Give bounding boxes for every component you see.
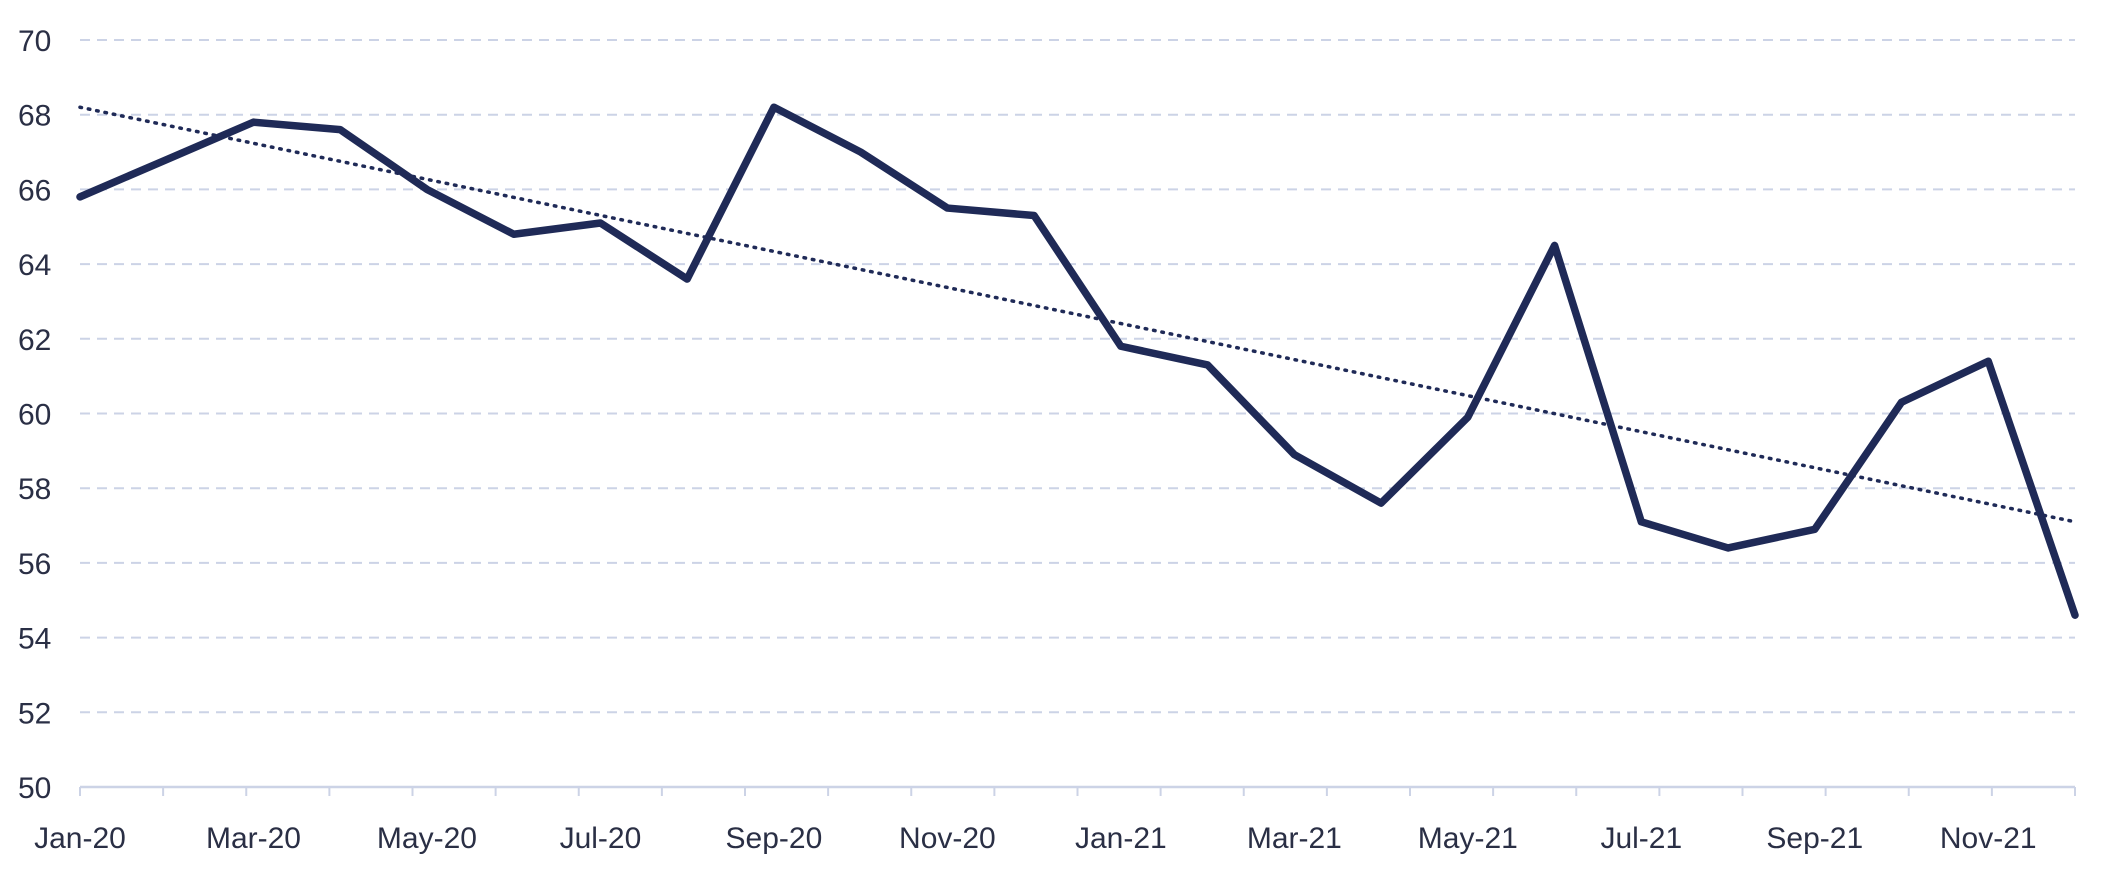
y-axis: 50 52 54 56 58 60 62 64 66 68 70 [18,25,51,805]
y-tick-label: 62 [18,324,51,357]
y-tick-label: 56 [18,548,51,581]
x-axis: Jan-20 Mar-20 May-20 Jul-20 Sep-20 Nov-20 Jan-… [34,785,2076,855]
y-tick-label: 60 [18,399,51,432]
y-tick-label: 70 [18,25,51,58]
x-tick-label: Jul-20 [560,822,642,855]
trendline-path [78,105,2077,524]
y-tick-label: 68 [18,100,51,133]
x-tick-label: Jan-20 [34,822,126,855]
gridlines [80,39,2075,714]
x-tick-label: Nov-21 [1940,822,2037,855]
x-tick-label: Jul-21 [1600,822,1682,855]
x-tick-label: Mar-21 [1247,822,1342,855]
x-tick-label: Sep-21 [1766,822,1863,855]
series [76,103,2079,619]
x-tick-label: Mar-20 [206,822,301,855]
y-tick-label: 52 [18,697,51,730]
x-tick-label: Nov-20 [899,822,996,855]
x-tick-label: May-21 [1418,822,1518,855]
y-tick-label: 66 [18,174,51,207]
x-tick-label: Jan-21 [1075,822,1167,855]
trendline [78,105,2077,524]
y-tick-label: 58 [18,473,51,506]
x-tick-label: May-20 [377,822,477,855]
y-tick-label: 54 [18,623,51,656]
y-tick-label: 50 [18,772,51,805]
x-tick-label: Sep-20 [726,822,823,855]
y-tick-label: 64 [18,249,51,282]
series-line [76,103,2079,619]
